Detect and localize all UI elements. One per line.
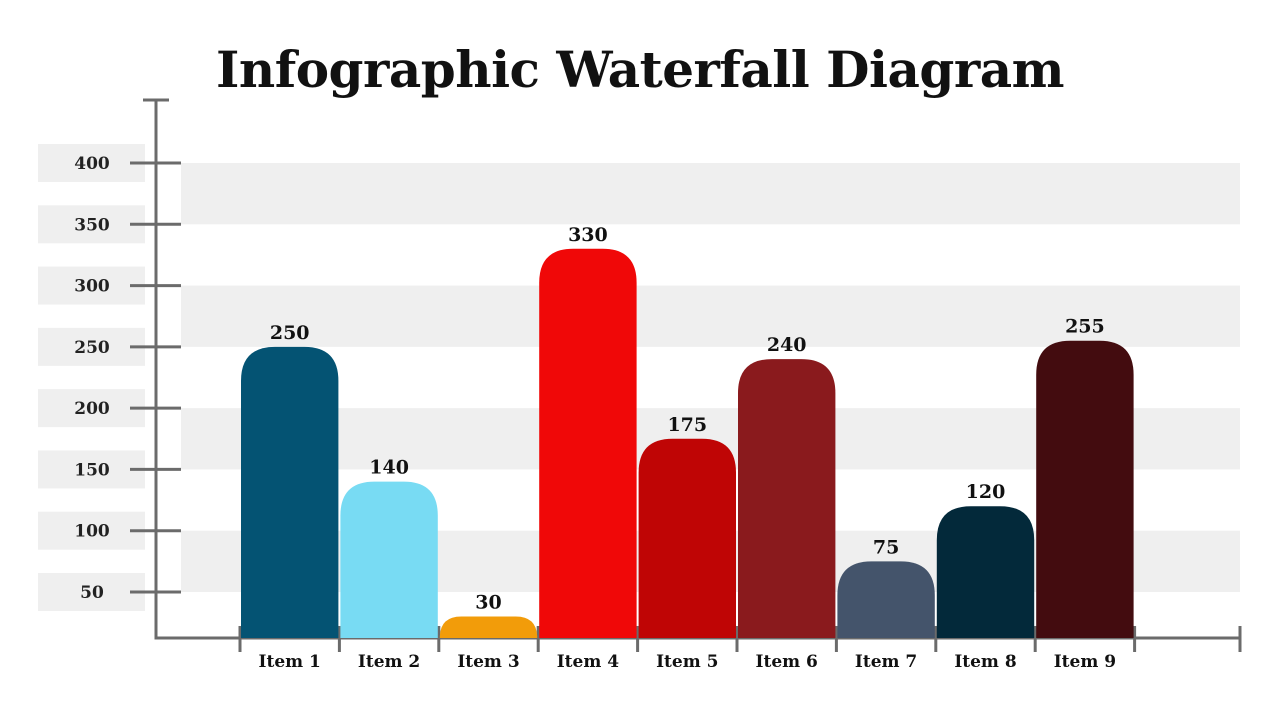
data-label: 120 <box>966 481 1006 503</box>
x-tick-label: Item 2 <box>358 652 420 672</box>
data-label: 175 <box>667 414 707 436</box>
x-tick-label: Item 5 <box>656 652 718 672</box>
bar-item-1 <box>241 346 339 638</box>
y-tick-label-backgrounds <box>38 144 145 611</box>
x-tick-label: Item 9 <box>1054 652 1116 672</box>
y-tick-label: 350 <box>74 215 110 235</box>
x-tick-label: Item 8 <box>954 652 1016 672</box>
x-tick-label: Item 1 <box>259 652 321 672</box>
data-label: 30 <box>475 592 501 614</box>
y-tick-label: 50 <box>80 583 104 603</box>
labels: 50 100 150 200 250 300 350 400 250 Item 1 140 Item … <box>74 154 1116 672</box>
x-tick-label: Item 6 <box>756 652 818 672</box>
grid-band <box>181 163 1240 225</box>
bar-item-7 <box>837 561 935 638</box>
y-tick-label: 150 <box>74 460 110 480</box>
x-tick-label: Item 7 <box>855 652 917 672</box>
y-tick-label: 300 <box>74 277 110 297</box>
y-tick-label-background <box>38 266 145 305</box>
bar-item-6 <box>738 359 836 638</box>
data-label: 75 <box>873 536 899 558</box>
bar-item-3 <box>439 616 538 638</box>
bars <box>241 248 1134 639</box>
y-tick-label-background <box>38 389 145 428</box>
y-tick-label-background <box>38 573 145 611</box>
y-tick-label: 250 <box>74 338 110 358</box>
x-tick-label: Item 4 <box>557 652 620 672</box>
bar-item-8 <box>936 506 1035 638</box>
bar-item-5 <box>638 438 736 638</box>
data-label: 140 <box>369 457 409 479</box>
data-label: 240 <box>767 334 807 356</box>
y-tick-label-background <box>38 450 145 489</box>
y-tick-label: 100 <box>74 522 110 542</box>
y-tick-label-background <box>38 511 145 550</box>
y-tick-label: 200 <box>74 399 110 419</box>
grid-band <box>181 285 1240 347</box>
data-label: 255 <box>1065 316 1105 338</box>
data-label: 250 <box>270 322 310 344</box>
chart-title: Infographic Waterfall Diagram <box>215 40 1065 99</box>
bar-item-2 <box>340 481 438 638</box>
y-tick-label-background <box>38 327 145 366</box>
y-tick-label: 400 <box>74 154 110 174</box>
y-tick-label-background <box>38 205 145 244</box>
x-tick-label: Item 3 <box>457 652 519 672</box>
bar-item-9 <box>1036 340 1134 638</box>
y-tick-label-background <box>38 144 145 182</box>
data-label: 330 <box>568 224 608 246</box>
bar-item-4 <box>539 248 637 639</box>
